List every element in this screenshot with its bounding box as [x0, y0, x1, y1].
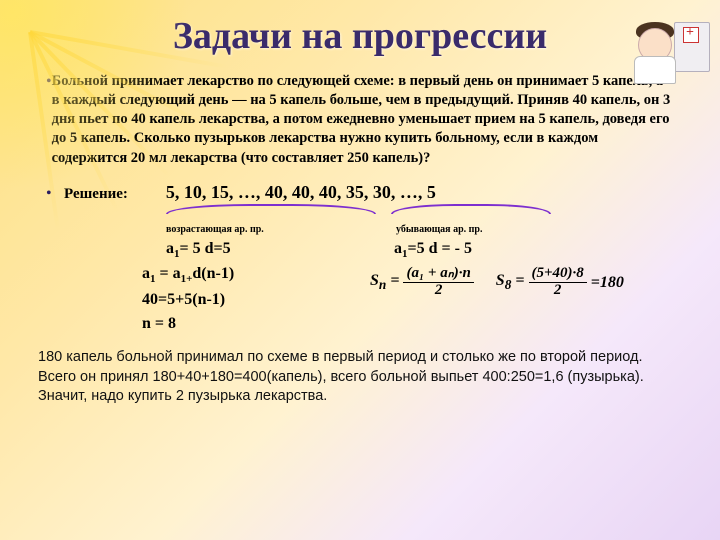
problem-text: Больной принимает лекарство по следующей… — [52, 72, 674, 168]
right-column: убывающая ар. пр. a1=5 d = - 5 Sn = (a₁ … — [360, 222, 674, 336]
brace-increasing — [166, 204, 376, 214]
bullet-icon: • — [46, 184, 64, 204]
doctor-clipart — [632, 16, 710, 86]
solution-label: Решение: — [64, 186, 128, 203]
slide-title: Задачи на прогрессии — [0, 0, 720, 58]
brace-label-increasing: возрастающая ар. пр. — [166, 222, 360, 237]
answer-text: 180 капель больной принимал по схеме в п… — [0, 336, 720, 407]
sequence-text: 5, 10, 15, …, 40, 40, 40, 35, 30, …, 5 — [166, 182, 436, 203]
brace-label-decreasing: убывающая ар. пр. — [366, 222, 674, 237]
sum-formula: Sn = (a₁ + aₙ)·n2 S8 = (5+40)·82 =180 — [366, 266, 674, 299]
left-column: возрастающая ар. пр. a1= 5 d=5 a1 = a1+d… — [46, 222, 360, 336]
brace-decreasing — [391, 204, 551, 214]
